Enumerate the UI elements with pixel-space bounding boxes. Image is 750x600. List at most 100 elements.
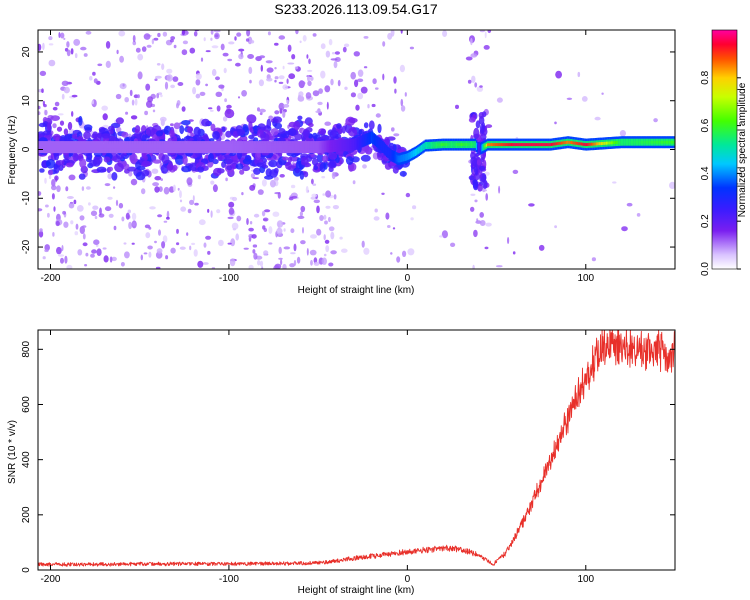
- spectrogram-ridge-core: [353, 143, 355, 146]
- spectrogram-noise-cell: [307, 80, 312, 87]
- spectrogram-ridge-core: [669, 140, 671, 144]
- spectrogram-noise-cell: [120, 262, 125, 267]
- spectrogram-band-cell: [221, 126, 226, 133]
- spectrogram-ridge-core: [667, 140, 669, 144]
- spectrogram-noise-cell: [179, 199, 183, 203]
- spectrogram-band-cell: [224, 108, 235, 119]
- spectrogram-noise-cell: [85, 252, 89, 257]
- spectrogram-ridge-core: [219, 145, 222, 149]
- spectrogram-noise-cell: [129, 89, 133, 97]
- spectrogram-band-cell: [47, 122, 52, 132]
- spectrogram-noise-cell: [636, 213, 641, 217]
- spectrogram-ridge-core: [231, 145, 233, 149]
- spectrogram-noise-cell: [396, 256, 401, 263]
- spectrogram-noise-cell: [268, 242, 273, 245]
- spectrogram-ridge-core: [214, 145, 217, 149]
- spectrogram-ridge-core: [617, 141, 619, 144]
- spectrogram-ridge-core: [554, 142, 557, 146]
- spectrogram-noise-cell: [223, 67, 227, 74]
- spectrogram-noise-cell: [278, 75, 285, 80]
- spectrogram-ridge-core: [248, 145, 251, 149]
- spectrogram-noise-cell: [299, 211, 303, 217]
- spectrogram-noise-cell: [148, 226, 152, 230]
- y-tick-label: 400: [21, 451, 32, 468]
- spectrogram-ridge-core: [440, 143, 443, 147]
- spectrogram-band-cell: [39, 168, 45, 173]
- spectrogram-ridge-core: [66, 145, 68, 149]
- spectrogram-ridge-core: [108, 145, 111, 149]
- spectrogram-ridge-core: [438, 143, 440, 147]
- spectrogram-noise-cell: [228, 207, 235, 215]
- spectrogram-ridge-core: [178, 145, 181, 149]
- spectrogram-ridge-core: [409, 153, 412, 157]
- spectrogram-ridge-core: [542, 143, 544, 147]
- spectrogram-noise-cell: [265, 60, 273, 64]
- spectrogram-noise-cell: [216, 105, 221, 112]
- spectrogram-band-cell: [257, 129, 263, 134]
- spectrogram-ridge-core: [613, 141, 615, 145]
- spectrogram-noise-cell: [309, 249, 317, 256]
- snr-axes: -200 -100 0 100 0 200 400 600 800: [21, 330, 675, 585]
- spectrogram-noise-cell: [393, 133, 400, 137]
- spectrogram-ridge-core: [488, 143, 490, 147]
- spectrogram-ridge-core: [538, 143, 540, 147]
- spectrogram-noise-cell: [177, 187, 180, 191]
- spectrogram-ridge-core: [598, 142, 600, 146]
- colorbar-tick-label: 0.2: [700, 214, 711, 228]
- spectrogram-ridge-core: [239, 145, 242, 149]
- spectrogram-noise-cell: [124, 251, 130, 259]
- spectrogram-ridge-core: [65, 145, 67, 149]
- spectrogram-ridge-core: [329, 144, 332, 148]
- spectrogram-band-cell: [63, 128, 69, 136]
- spectrogram-ridge-core: [478, 147, 480, 151]
- spectrogram-band-cell: [93, 155, 103, 165]
- spectrogram-ridge-core: [607, 141, 609, 145]
- spectrogram-band-cell: [296, 157, 302, 165]
- spectrogram-noise-cell: [90, 210, 98, 217]
- spectrogram-band-cell: [114, 162, 124, 173]
- spectrogram-noise-cell: [170, 247, 176, 254]
- spectrogram-ridge-core: [467, 143, 469, 147]
- spectrogram-ridge-core: [638, 140, 640, 144]
- spectrogram-ridge-core: [583, 142, 585, 146]
- spectrogram-ridge-core: [213, 145, 216, 149]
- spectrogram-noise-cell: [48, 59, 56, 67]
- y-tick-label: 0: [21, 567, 32, 573]
- spectrogram-ridge-core: [600, 142, 603, 146]
- spectrogram-ridge-core: [261, 145, 263, 149]
- colorbar: 0.0 0.2 0.4 0.6 0.8 Normalized spectral ampl…: [700, 29, 748, 276]
- spectrogram-band-cell: [212, 131, 221, 140]
- spectrogram-ridge-core: [139, 145, 142, 149]
- spectrogram-noise-cell: [262, 225, 266, 230]
- spectrogram-ridge-core: [137, 145, 139, 149]
- snr-frame: [37, 329, 676, 571]
- spectrogram-noise-cell: [442, 30, 448, 37]
- spectrogram-ridge-core: [331, 144, 333, 148]
- spectrogram-ridge-core: [378, 141, 380, 145]
- spectrogram-ridge-core: [101, 145, 103, 149]
- spectrogram-streak-cell: [470, 156, 478, 166]
- spectrogram-ridge-core: [338, 144, 340, 148]
- spectrogram-ridge-core: [186, 145, 188, 149]
- spectrogram-ridge-core: [144, 145, 147, 149]
- spectrogram-noise-cell: [132, 222, 136, 227]
- spectrogram-ridge-core: [264, 145, 267, 149]
- spectrogram-ridge-core: [289, 145, 292, 149]
- spectrogram-streak-cell: [479, 123, 485, 135]
- spectrogram-noise-cell: [154, 176, 162, 181]
- spectrogram-noise-cell: [363, 36, 369, 39]
- spectrogram-ridge-core: [629, 140, 631, 144]
- spectrogram-noise-cell: [236, 32, 242, 37]
- spectrogram-ridge-core: [168, 145, 171, 149]
- spectrogram-band-cell: [160, 164, 169, 174]
- spectrogram-noise-cell: [173, 122, 181, 130]
- spectrogram-ridge-core: [508, 143, 510, 147]
- spectrogram-streak-cell: [478, 112, 485, 119]
- spectrogram-ridge-core: [547, 143, 549, 147]
- spectrogram-band-cell: [141, 169, 150, 177]
- spectrogram-band-cell: [235, 163, 244, 170]
- spectrogram-noise-cell: [245, 38, 250, 42]
- spectrogram-ridge-core: [113, 145, 116, 149]
- spectrogram-noise-cell: [258, 108, 266, 113]
- spectrogram-noise-cell: [131, 99, 135, 106]
